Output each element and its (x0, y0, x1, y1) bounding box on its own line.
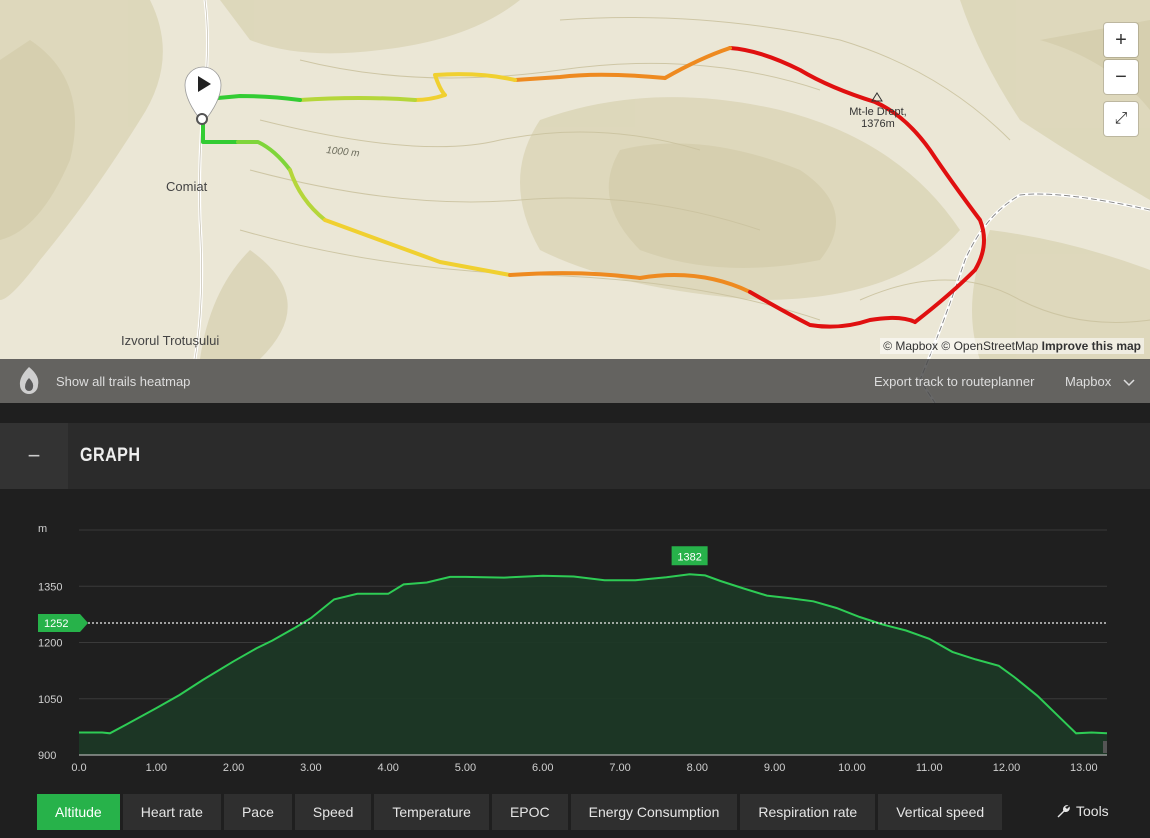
x-tick-label: 0.0 (71, 762, 86, 774)
y-tick-label: 900 (38, 750, 56, 762)
average-badge (38, 614, 88, 632)
tab-pace[interactable]: Pace (223, 794, 292, 830)
y-tick-label: 1200 (38, 638, 62, 650)
start-marker (184, 66, 222, 124)
contour-label: 1000 m (326, 145, 360, 159)
x-tick-label: 11.00 (916, 762, 943, 774)
x-tick-label: 6.00 (532, 762, 553, 774)
map-layer-select[interactable]: Mapbox (1065, 374, 1135, 389)
tab-energy-consumption[interactable]: Energy Consumption (570, 794, 738, 830)
terrain-layer: 1000 m (0, 0, 1150, 403)
max-badge (671, 546, 708, 566)
x-tick-label: 3.00 (300, 762, 321, 774)
tab-respiration-rate[interactable]: Respiration rate (740, 794, 876, 830)
x-tick-label: 8.00 (687, 762, 708, 774)
x-tick-label: 4.00 (377, 762, 398, 774)
graph-header: − GRAPH (0, 423, 1150, 489)
tools-label: Tools (1076, 803, 1109, 819)
tab-temperature[interactable]: Temperature (374, 794, 489, 830)
graph-title: GRAPH (80, 445, 141, 466)
map-attribution: © Mapbox © OpenStreetMap Improve this ma… (880, 338, 1144, 354)
improve-map-link[interactable]: Improve this map (1041, 339, 1141, 353)
peak-label: Mt-le Drept, 1376m (838, 106, 918, 130)
osm-attribution-link[interactable]: © OpenStreetMap (941, 339, 1039, 353)
altitude-area (79, 574, 1107, 755)
zoom-out-button[interactable]: − (1104, 60, 1138, 94)
map-layer-label: Mapbox (1065, 374, 1112, 389)
metric-tabs: Altitude Heart rate Pace Speed Temperature EP… (37, 794, 1003, 830)
chevron-down-icon (1123, 379, 1135, 386)
y-axis-label: m (38, 523, 47, 535)
y-tick-label: 1350 (38, 581, 62, 593)
x-tick-label: 1.00 (146, 762, 167, 774)
tab-speed[interactable]: Speed (294, 794, 372, 830)
export-track-link[interactable]: Export track to routeplanner (874, 374, 1035, 389)
wrench-icon (1057, 805, 1070, 818)
zoom-in-button[interactable]: + (1104, 23, 1138, 57)
x-tick-label: 2.00 (223, 762, 244, 774)
x-tick-label: 12.00 (993, 762, 1021, 774)
place-label-izvorul: Izvorul Trotușului (121, 333, 220, 348)
x-tick-label: 13.00 (1070, 762, 1098, 774)
tab-altitude[interactable]: Altitude (37, 794, 120, 830)
altitude-chart[interactable]: m 900 1050 1200 1350 0.0 1.00 2.00 3.00 4.00 5.00 6… (0, 510, 1150, 792)
heatmap-flame-icon[interactable] (16, 366, 42, 396)
altitude-line (79, 573, 1108, 735)
collapse-graph-button[interactable]: − (0, 423, 68, 489)
tab-heart-rate[interactable]: Heart rate (122, 794, 221, 830)
tab-epoc[interactable]: EPOC (491, 794, 568, 830)
peak-name: Mt-le Drept, (849, 106, 907, 118)
fullscreen-button[interactable]: ⤢ (1104, 102, 1138, 136)
x-tick-label: 9.00 (764, 762, 785, 774)
x-tick-label: 5.00 (455, 762, 476, 774)
tab-vertical-speed[interactable]: Vertical speed (878, 794, 1003, 830)
y-tick-label: 1050 (38, 694, 62, 706)
x-tick-label: 10.00 (838, 762, 866, 774)
average-label: 1252 (44, 618, 68, 630)
max-label: 1382 (677, 551, 701, 563)
tools-button[interactable]: Tools (1056, 803, 1109, 819)
x-tick-label: 7.00 (609, 762, 630, 774)
mapbox-attribution-link[interactable]: © Mapbox (883, 339, 939, 353)
place-label-comiat: Comiat (166, 179, 208, 194)
range-handle (1103, 741, 1107, 753)
map-view[interactable]: 1000 m Comiat Izvorul Trotușului Mt-le D… (0, 0, 1150, 403)
peak-elevation: 1376m (861, 118, 895, 130)
show-heatmap-link[interactable]: Show all trails heatmap (56, 374, 191, 389)
map-toolbar: Show all trails heatmap Export track to … (0, 359, 1150, 403)
